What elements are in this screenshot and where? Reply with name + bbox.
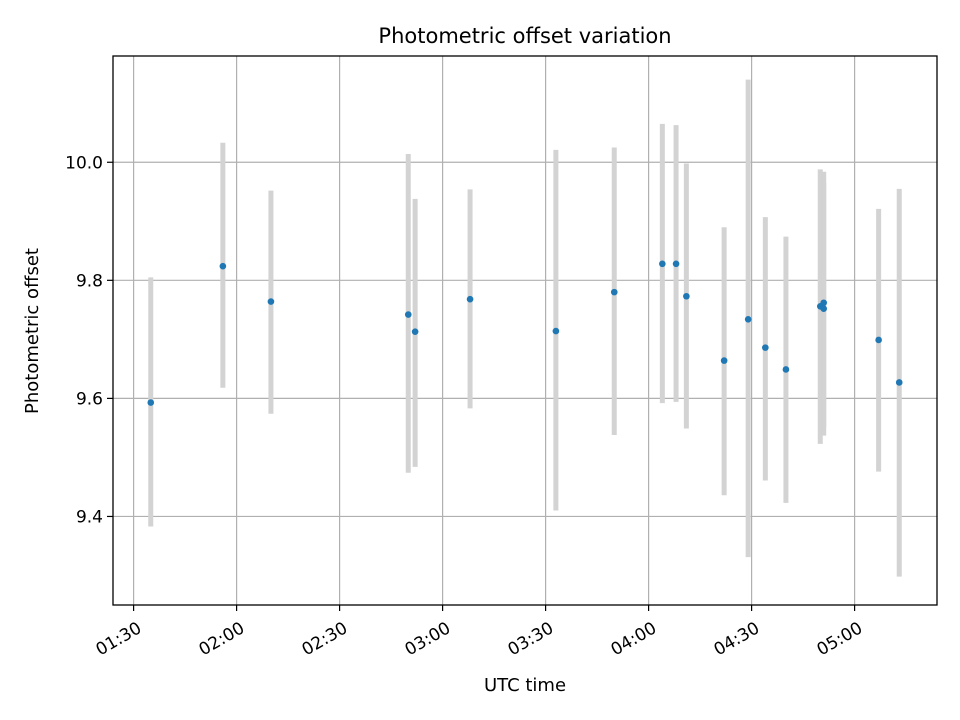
data-point [875, 336, 882, 344]
data-point [820, 299, 827, 307]
chart-title: Photometric offset variation [378, 24, 671, 48]
data-point [404, 311, 412, 318]
data-point [411, 328, 419, 335]
data-point [610, 288, 618, 296]
y-axis-label: Photometric offset [22, 248, 43, 414]
grid-lines [113, 56, 937, 605]
data-point [552, 327, 560, 335]
data-point [267, 298, 275, 305]
data-point [782, 366, 790, 373]
data-point [466, 295, 474, 303]
data-point [219, 262, 227, 270]
data-point [147, 399, 155, 406]
data-point [762, 344, 769, 351]
data-points [147, 260, 903, 406]
plot-background [113, 56, 937, 605]
data-point [895, 379, 903, 386]
data-point [659, 260, 666, 268]
y-tick-label: 10.0 [65, 153, 103, 173]
data-point [720, 357, 728, 364]
x-axis-label: UTC time [484, 675, 566, 696]
y-tick-label: 9.8 [76, 271, 103, 291]
plot-frame [112, 55, 938, 606]
data-point [820, 305, 827, 312]
data-point [672, 260, 680, 268]
y-axis-ticks: 9.4 9.6 9.8 10.0 [65, 153, 113, 527]
data-point [744, 315, 752, 323]
data-point [683, 292, 690, 300]
y-tick-label: 9.6 [76, 389, 103, 409]
y-tick-label: 9.4 [76, 507, 103, 527]
